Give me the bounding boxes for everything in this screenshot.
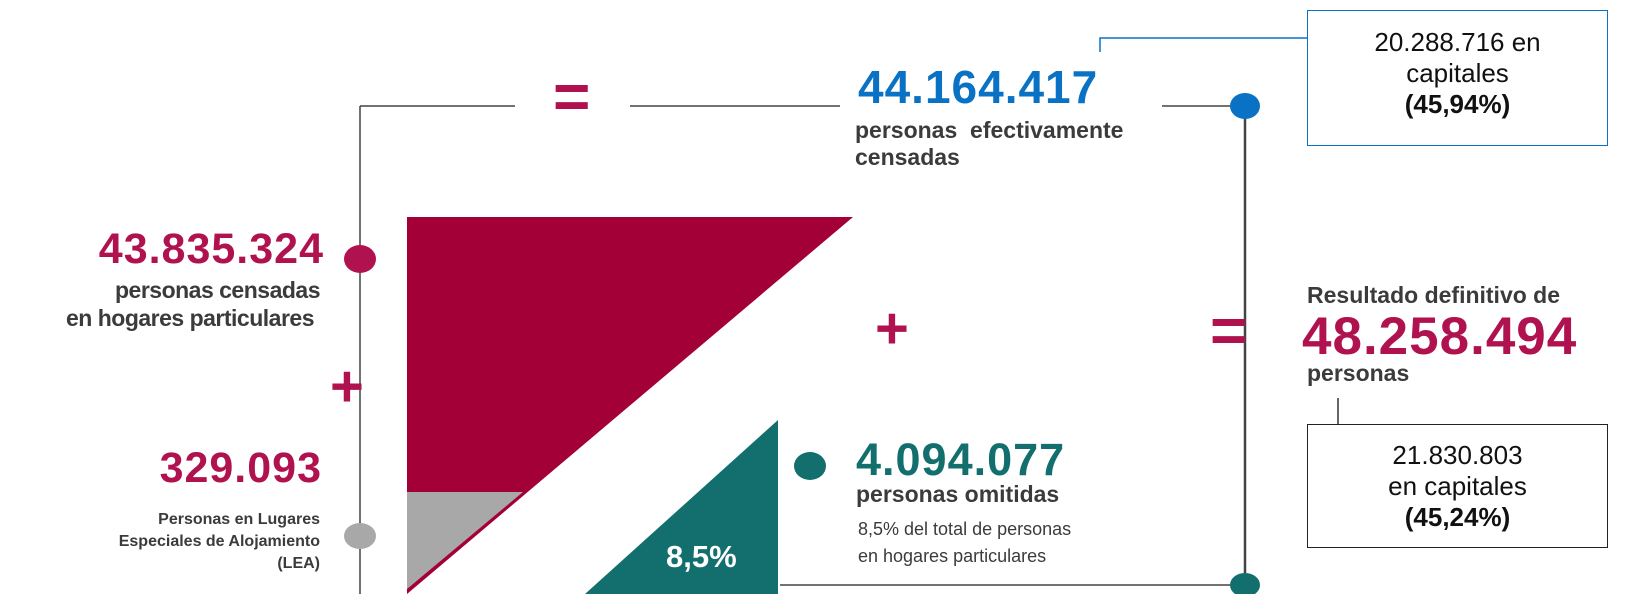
middle-plus-symbol: + [875, 296, 909, 361]
capitales-top-line3: (45,94%) [1404, 89, 1511, 119]
left-plus-symbol: + [330, 354, 364, 419]
lea-number: 329.093 [159, 444, 322, 492]
censadas-number: 44.164.417 [858, 61, 1099, 113]
capitales-bottom-box: 21.830.803 en capitales (45,24%) [1307, 424, 1608, 548]
hogares-number: 43.835.324 [98, 225, 324, 273]
hogares-triangle [407, 217, 853, 594]
blue-callout-connector [1099, 37, 1307, 52]
censadas-label-line1: personas efectivamente [855, 117, 1124, 143]
capitales-top-line2: capitales [1406, 58, 1509, 88]
censadas-label-line2: censadas [855, 144, 960, 170]
omitidas-note-line2: en hogares particulares [858, 546, 1047, 566]
lea-label-line2: Especiales de Alojamiento [118, 533, 320, 550]
capitales-bottom-line3: (45,24%) [1404, 502, 1511, 532]
capitales-bottom-line2: en capitales [1388, 471, 1527, 501]
omitidas-label: personas omitidas [856, 481, 1060, 507]
blue-dot [1230, 93, 1260, 119]
resultado-heading: Resultado definitivo de [1307, 282, 1561, 308]
gray-dot [344, 523, 376, 549]
resultado-unit: personas [1307, 360, 1410, 386]
omitidas-triangle [585, 420, 778, 594]
lea-triangle [407, 492, 523, 589]
resultado-number: 48.258.494 [1302, 307, 1578, 366]
hogares-label-line1: personas censadas [114, 277, 321, 303]
maroon-dot [344, 245, 376, 273]
capitales-top-box: 20.288.716 en capitales (45,94%) [1307, 10, 1608, 146]
hogares-label-line2: en hogares particulares [66, 305, 315, 331]
top-equals-symbol: = [553, 60, 591, 132]
teal-dot [794, 452, 826, 480]
capitales-bottom-line1: 21.830.803 [1392, 440, 1523, 470]
lea-label-line1: Personas en Lugares [158, 511, 320, 528]
teal-dot-bottom [1230, 573, 1260, 594]
right-equals-symbol: = [1210, 294, 1248, 366]
capitales-top-line1: 20.288.716 en [1374, 27, 1541, 57]
lea-label-line3: (LEA) [277, 555, 320, 572]
omitidas-percent: 8,5% [666, 539, 737, 574]
omitidas-note-line1: 8,5% del total de personas [858, 519, 1072, 539]
omitidas-number: 4.094.077 [856, 434, 1066, 485]
